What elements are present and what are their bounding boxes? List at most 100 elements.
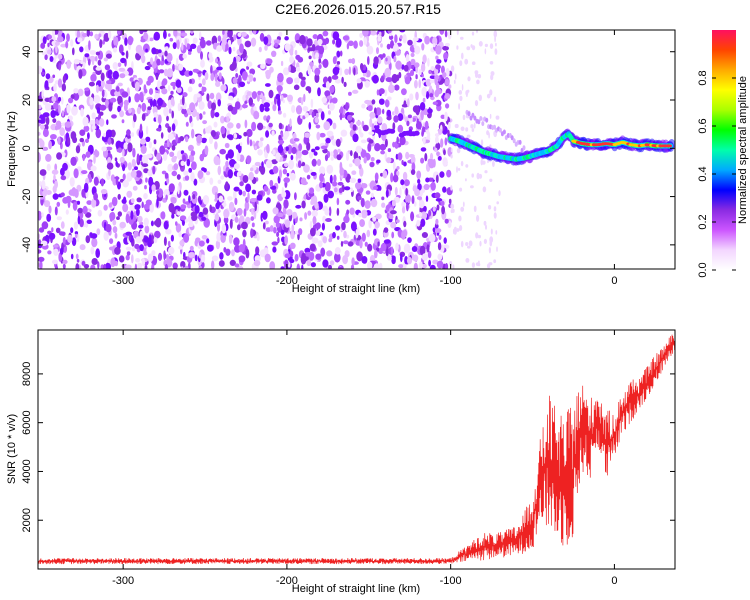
noise-speckle — [204, 145, 209, 155]
noise-speckle — [385, 246, 390, 257]
noise-speckle — [198, 101, 205, 110]
x-tick-label: -200 — [276, 275, 298, 287]
noise-speckle — [424, 35, 430, 45]
noise-speckle — [470, 185, 474, 189]
noise-speckle — [40, 42, 46, 49]
noise-speckle — [214, 141, 218, 150]
noise-speckle — [147, 253, 154, 262]
noise-speckle — [139, 123, 143, 133]
noise-speckle — [143, 236, 150, 243]
noise-speckle — [142, 251, 148, 256]
noise-speckle — [105, 224, 112, 233]
noise-speckle — [218, 72, 222, 80]
noise-speckle — [116, 216, 120, 221]
noise-speckle — [154, 230, 161, 239]
noise-speckle — [428, 209, 432, 217]
noise-speckle — [239, 181, 244, 187]
noise-speckle — [470, 124, 474, 129]
noise-speckle — [304, 247, 311, 254]
noise-speckle — [237, 170, 242, 177]
noise-speckle — [171, 213, 175, 219]
noise-speckle — [450, 203, 455, 209]
noise-speckle — [141, 54, 146, 64]
noise-speckle — [435, 136, 439, 144]
noise-speckle — [406, 120, 410, 127]
noise-speckle — [229, 159, 236, 167]
noise-speckle — [146, 153, 153, 159]
noise-speckle — [232, 46, 236, 52]
noise-speckle — [489, 89, 493, 96]
noise-speckle — [168, 183, 175, 193]
noise-speckle — [189, 79, 192, 84]
noise-speckle — [250, 216, 255, 222]
noise-speckle — [435, 99, 442, 107]
noise-speckle — [349, 177, 357, 183]
noise-speckle — [308, 251, 315, 261]
noise-speckle — [188, 70, 193, 76]
noise-speckle — [453, 229, 457, 235]
noise-speckle — [251, 207, 254, 216]
noise-speckle — [275, 222, 280, 228]
noise-speckle — [272, 165, 279, 174]
x-tick-label: -300 — [112, 275, 134, 287]
noise-speckle — [207, 244, 214, 252]
noise-speckle — [410, 70, 414, 77]
noise-speckle — [484, 48, 487, 55]
noise-speckle — [348, 66, 352, 75]
noise-speckle — [86, 219, 93, 224]
noise-speckle — [51, 227, 54, 233]
noise-speckle — [392, 256, 396, 261]
noise-speckle — [410, 52, 415, 58]
noise-speckle — [193, 93, 198, 104]
noise-speckle — [221, 202, 227, 207]
noise-speckle — [241, 221, 248, 230]
noise-speckle — [228, 46, 232, 55]
noise-speckle — [74, 233, 78, 239]
noise-speckle — [170, 97, 175, 106]
noise-speckle — [198, 240, 205, 247]
noise-speckle — [123, 196, 127, 204]
noise-speckle — [336, 235, 340, 240]
x-tick-label: -300 — [112, 575, 134, 587]
noise-speckle — [171, 110, 174, 119]
noise-speckle — [266, 197, 271, 204]
noise-speckle — [436, 59, 442, 64]
noise-speckle — [62, 263, 66, 269]
noise-speckle — [166, 177, 170, 184]
noise-speckle — [317, 87, 321, 97]
noise-speckle — [246, 91, 253, 96]
noise-speckle — [172, 84, 176, 90]
noise-speckle — [319, 173, 324, 183]
snr-series-line — [38, 334, 675, 565]
noise-speckle — [70, 39, 74, 47]
noise-speckle — [297, 160, 302, 169]
noise-speckle — [151, 184, 156, 192]
noise-speckle — [396, 136, 400, 144]
noise-speckle — [153, 237, 158, 244]
noise-speckle — [68, 97, 74, 104]
noise-speckle — [296, 263, 300, 269]
noise-speckle — [415, 121, 422, 130]
noise-speckle — [48, 34, 52, 40]
noise-speckle — [342, 255, 348, 265]
noise-speckle — [416, 196, 423, 201]
noise-speckle — [336, 50, 341, 58]
noise-speckle — [190, 43, 197, 49]
noise-speckle — [425, 91, 430, 100]
noise-speckle — [465, 127, 469, 132]
noise-speckle — [150, 57, 154, 65]
noise-speckle — [217, 99, 221, 107]
noise-speckle — [128, 96, 131, 103]
noise-speckle — [308, 151, 314, 159]
noise-speckle — [99, 118, 105, 127]
noise-speckle — [95, 248, 100, 259]
noise-speckle — [203, 168, 207, 173]
noise-speckle — [301, 149, 309, 156]
noise-speckle — [436, 204, 440, 211]
noise-speckle — [481, 117, 484, 122]
noise-speckle — [372, 216, 377, 222]
noise-speckle — [332, 231, 336, 239]
noise-speckle — [325, 137, 331, 144]
noise-speckle — [286, 209, 293, 216]
noise-speckle — [351, 170, 357, 175]
